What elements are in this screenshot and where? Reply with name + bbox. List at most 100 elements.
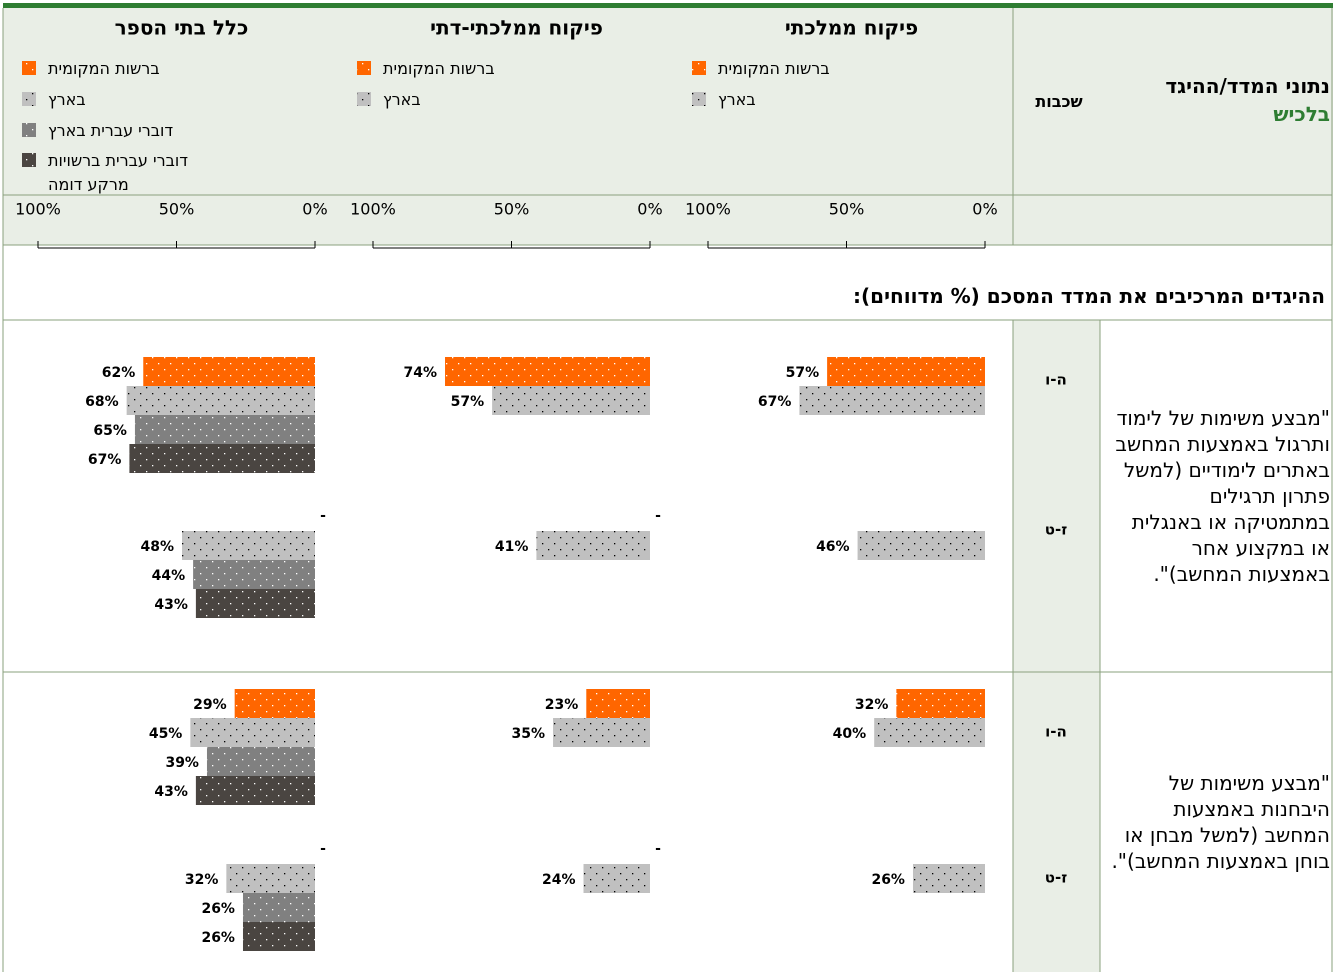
bar (586, 689, 650, 718)
legend-swatch (22, 153, 36, 167)
value-label: 46% (816, 539, 850, 555)
tick-label: 0% (302, 200, 327, 219)
value-label: 45% (149, 726, 183, 742)
statement: "מבצע משימות של היבחנות באמצעות המחשב (ל… (1111, 771, 1330, 873)
value-label: - (655, 841, 661, 857)
tick-label: 50% (159, 200, 195, 219)
grade-label: ה-ו (1045, 723, 1067, 741)
group-title: כלל בתי הספר (115, 16, 249, 40)
bar (206, 747, 315, 776)
legend-label: דוברי עברית ברשויות מרקע דומה (48, 151, 188, 194)
value-label: 39% (165, 755, 199, 771)
bar (896, 689, 985, 718)
bar (195, 589, 315, 618)
bar (799, 386, 985, 415)
header-title: נתוני המדד/ההיגד (1165, 74, 1330, 98)
section-title: ההיגדים המרכיבים את המדד המסכם (% מדווחי… (853, 284, 1325, 308)
value-label: 26% (201, 901, 235, 917)
statement: "מבצע משימות של לימוד ותרגול באמצעות המח… (1115, 406, 1330, 586)
legend-label: ברשות המקומית (718, 59, 830, 78)
header-title-block: נתוני המדד/ההיגד בלכיש (1105, 72, 1330, 128)
legend-label: ברשות המקומית (383, 59, 495, 78)
group-title: פיקוח ממלכתי-דתי (430, 16, 603, 40)
value-label: 29% (193, 697, 227, 713)
tick-label: 100% (350, 200, 396, 219)
legend-swatch (692, 61, 706, 75)
group-title: פיקוח ממלכתי (785, 16, 918, 40)
grades-label: שכבות (1035, 92, 1083, 111)
bar (126, 386, 315, 415)
legend-swatch (357, 92, 371, 106)
bar (242, 922, 315, 951)
value-label: 35% (512, 726, 546, 742)
bar (134, 415, 315, 444)
legend-swatch (692, 92, 706, 106)
grades-bg (1013, 320, 1100, 972)
legend-label: בארץ (383, 90, 421, 109)
value-label: - (320, 508, 326, 524)
legend-label: דוברי עברית בארץ (48, 121, 174, 140)
value-label: 67% (758, 394, 792, 410)
grade-label: ז-ט (1045, 869, 1067, 887)
value-label: 32% (855, 697, 889, 713)
grade-label: ז-ט (1045, 521, 1067, 539)
bar (874, 718, 985, 747)
value-label: 26% (201, 930, 235, 946)
value-label: 65% (93, 423, 127, 439)
value-label: 67% (88, 452, 122, 468)
tick-label: 0% (972, 200, 997, 219)
bar (857, 531, 985, 560)
header-bg (3, 8, 1333, 245)
legend-swatch (22, 92, 36, 106)
tick-label: 100% (685, 200, 731, 219)
tick-label: 100% (15, 200, 61, 219)
legend-label: בארץ (48, 90, 86, 109)
bar (143, 357, 315, 386)
bar (912, 864, 985, 893)
value-label: 43% (154, 597, 188, 613)
bar (182, 531, 315, 560)
bar (536, 531, 650, 560)
value-label: 24% (542, 872, 576, 888)
value-label: - (655, 508, 661, 524)
value-label: 41% (495, 539, 529, 555)
value-label: 57% (786, 365, 820, 381)
bar (827, 357, 985, 386)
bar (193, 560, 315, 589)
cell-borders (2, 8, 1333, 972)
value-label: 40% (833, 726, 867, 742)
bar (242, 893, 315, 922)
bar (553, 718, 650, 747)
value-label: 62% (102, 365, 136, 381)
value-label: 68% (85, 394, 119, 410)
tick-label: 50% (494, 200, 530, 219)
bar (190, 718, 315, 747)
bar (195, 776, 315, 805)
header-location: בלכיש (1273, 102, 1330, 126)
tick-label: 0% (637, 200, 662, 219)
legend-swatch (22, 123, 36, 137)
value-label: 48% (141, 539, 175, 555)
bar (492, 386, 650, 415)
legend-swatch (22, 61, 36, 75)
bar (445, 357, 650, 386)
value-label: 44% (152, 568, 186, 584)
legend-label: ברשות המקומית (48, 59, 160, 78)
value-label: 23% (545, 697, 579, 713)
tick-label: 50% (829, 200, 865, 219)
legend-label: בארץ (718, 90, 756, 109)
bar (226, 864, 315, 893)
bar (583, 864, 650, 893)
legend-swatch (357, 61, 371, 75)
bar (234, 689, 315, 718)
value-label: - (320, 841, 326, 857)
grade-label: ה-ו (1045, 371, 1067, 389)
value-label: 26% (871, 872, 905, 888)
value-label: 74% (404, 365, 438, 381)
value-label: 43% (154, 784, 188, 800)
value-label: 32% (185, 872, 219, 888)
top-bar (3, 3, 1333, 8)
value-label: 57% (451, 394, 485, 410)
